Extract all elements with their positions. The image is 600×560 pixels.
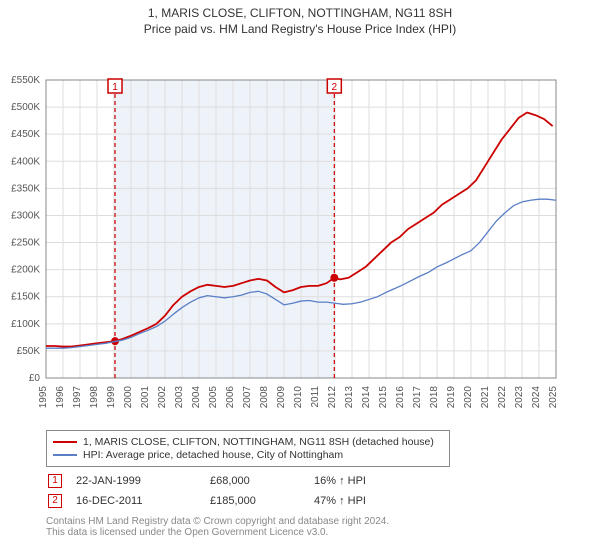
chart-container: 1, MARIS CLOSE, CLIFTON, NOTTINGHAM, NG1… bbox=[0, 0, 600, 560]
svg-text:1997: 1997 bbox=[72, 386, 83, 409]
sale-date: 22-JAN-1999 bbox=[76, 472, 208, 490]
legend-label: HPI: Average price, detached house, City… bbox=[83, 449, 343, 461]
title-block: 1, MARIS CLOSE, CLIFTON, NOTTINGHAM, NG1… bbox=[0, 0, 600, 36]
svg-text:£50K: £50K bbox=[17, 346, 41, 357]
footer-line2: This data is licensed under the Open Gov… bbox=[46, 527, 389, 538]
title-subtitle: Price paid vs. HM Land Registry's House … bbox=[0, 22, 600, 36]
sale-delta: 16% ↑ HPI bbox=[314, 472, 378, 490]
svg-text:£350K: £350K bbox=[11, 183, 40, 194]
svg-text:2017: 2017 bbox=[412, 386, 423, 409]
sale-row: 1 22-JAN-1999£68,00016% ↑ HPI bbox=[48, 472, 378, 490]
svg-text:2007: 2007 bbox=[242, 386, 253, 409]
sale-row: 2 16-DEC-2011£185,00047% ↑ HPI bbox=[48, 492, 378, 510]
svg-text:2012: 2012 bbox=[327, 386, 338, 409]
sale-marker-icon: 1 bbox=[48, 474, 62, 488]
svg-text:1995: 1995 bbox=[38, 386, 49, 409]
svg-text:2011: 2011 bbox=[310, 386, 321, 408]
svg-text:£450K: £450K bbox=[11, 129, 40, 140]
sales-table: 1 22-JAN-1999£68,00016% ↑ HPI 2 16-DEC-2011… bbox=[46, 470, 380, 512]
svg-text:2003: 2003 bbox=[174, 386, 185, 409]
svg-text:2023: 2023 bbox=[514, 386, 525, 409]
footer-attribution: Contains HM Land Registry data © Crown c… bbox=[46, 516, 389, 538]
line-chart: £0 £50K £100K £150K £200K £250K £300K £350K £400… bbox=[0, 38, 560, 438]
svg-text:2009: 2009 bbox=[276, 386, 287, 409]
svg-text:1999: 1999 bbox=[106, 386, 117, 409]
svg-text:2004: 2004 bbox=[191, 386, 202, 409]
svg-text:2013: 2013 bbox=[344, 386, 355, 409]
svg-text:2025: 2025 bbox=[548, 386, 559, 409]
svg-text:£500K: £500K bbox=[11, 102, 40, 113]
svg-text:2010: 2010 bbox=[293, 386, 304, 409]
legend-label: 1, MARIS CLOSE, CLIFTON, NOTTINGHAM, NG1… bbox=[83, 436, 434, 448]
svg-text:£0: £0 bbox=[29, 373, 41, 384]
legend: 1, MARIS CLOSE, CLIFTON, NOTTINGHAM, NG1… bbox=[46, 430, 450, 467]
svg-text:2021: 2021 bbox=[480, 386, 491, 409]
svg-text:£400K: £400K bbox=[11, 156, 40, 167]
svg-text:2014: 2014 bbox=[361, 386, 372, 409]
legend-row: HPI: Average price, detached house, City… bbox=[53, 449, 443, 461]
svg-text:2: 2 bbox=[332, 82, 338, 93]
svg-text:2006: 2006 bbox=[225, 386, 236, 409]
svg-text:2002: 2002 bbox=[157, 386, 168, 409]
sale-price: £68,000 bbox=[210, 472, 312, 490]
svg-text:2018: 2018 bbox=[429, 386, 440, 409]
svg-text:2020: 2020 bbox=[463, 386, 474, 409]
title-address: 1, MARIS CLOSE, CLIFTON, NOTTINGHAM, NG1… bbox=[0, 6, 600, 20]
svg-text:£150K: £150K bbox=[11, 292, 40, 303]
sale-date: 16-DEC-2011 bbox=[76, 492, 208, 510]
legend-swatch bbox=[53, 454, 77, 456]
sale-price: £185,000 bbox=[210, 492, 312, 510]
svg-text:1998: 1998 bbox=[89, 386, 100, 409]
svg-text:2008: 2008 bbox=[259, 386, 270, 409]
sale-delta: 47% ↑ HPI bbox=[314, 492, 378, 510]
legend-row: 1, MARIS CLOSE, CLIFTON, NOTTINGHAM, NG1… bbox=[53, 436, 443, 448]
svg-text:£100K: £100K bbox=[11, 319, 40, 330]
svg-text:2015: 2015 bbox=[378, 386, 389, 409]
svg-text:2016: 2016 bbox=[395, 386, 406, 409]
svg-text:1996: 1996 bbox=[55, 386, 66, 409]
svg-text:2005: 2005 bbox=[208, 386, 219, 409]
svg-text:2024: 2024 bbox=[531, 386, 542, 409]
svg-text:£550K: £550K bbox=[11, 75, 40, 86]
svg-text:2000: 2000 bbox=[123, 386, 134, 409]
svg-text:£250K: £250K bbox=[11, 238, 40, 249]
sale-marker-icon: 2 bbox=[48, 494, 62, 508]
svg-text:£300K: £300K bbox=[11, 210, 40, 221]
svg-text:2019: 2019 bbox=[446, 386, 457, 409]
svg-text:1: 1 bbox=[112, 82, 118, 93]
footer-line1: Contains HM Land Registry data © Crown c… bbox=[46, 516, 389, 527]
svg-text:£200K: £200K bbox=[11, 265, 40, 276]
svg-text:2022: 2022 bbox=[497, 386, 508, 409]
legend-swatch bbox=[53, 441, 77, 443]
svg-text:2001: 2001 bbox=[140, 386, 151, 409]
